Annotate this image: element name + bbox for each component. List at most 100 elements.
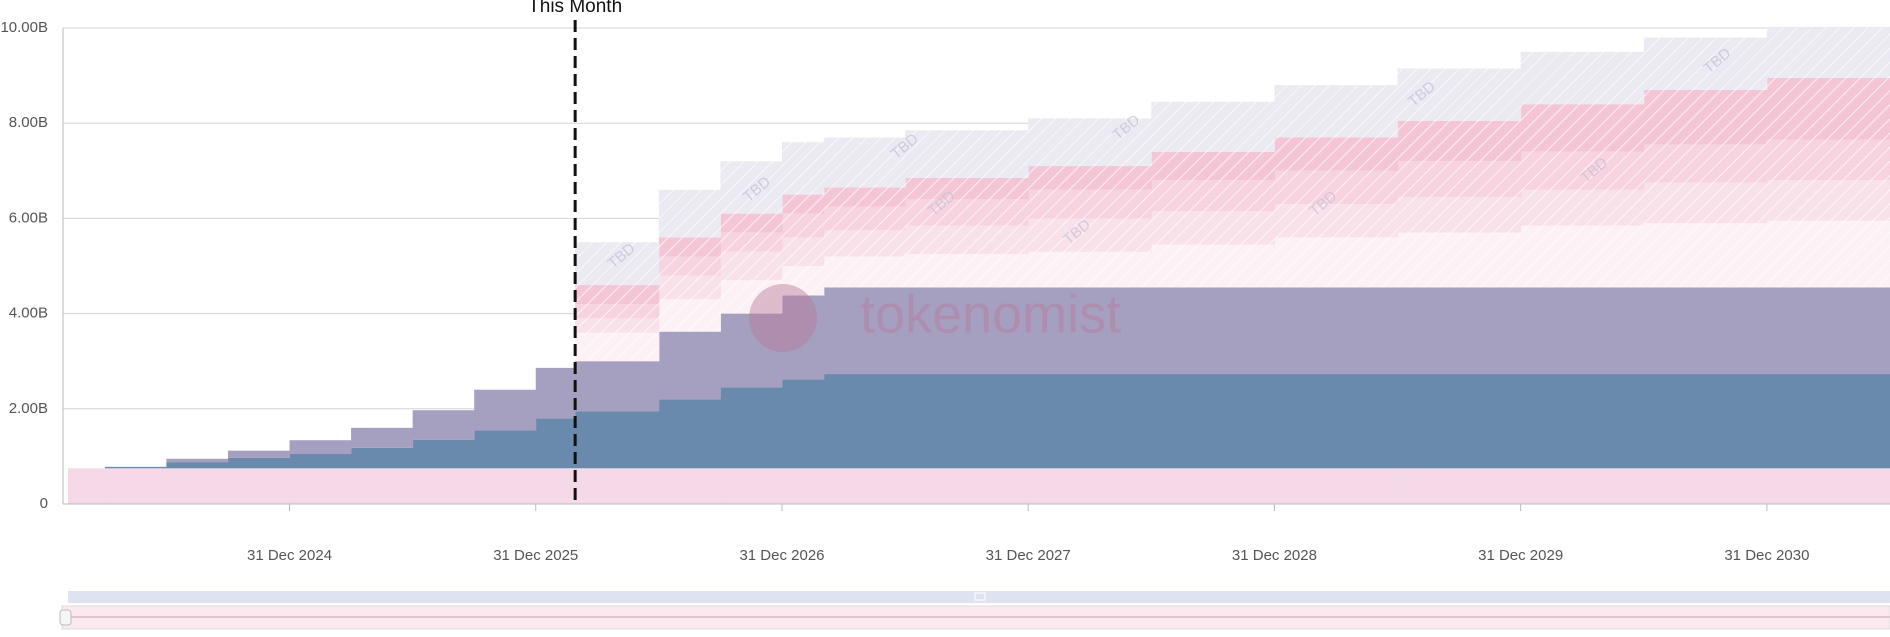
area-step [905, 225, 1029, 255]
area-step [720, 232, 783, 252]
watermark-logo [749, 284, 817, 352]
area-step [720, 313, 783, 388]
area-step [905, 468, 1029, 504]
area-step [1397, 287, 1522, 375]
area-step [1766, 468, 1890, 504]
area-step [227, 457, 291, 469]
area-step [720, 280, 783, 314]
area-step [781, 194, 825, 214]
area-step [1397, 161, 1522, 197]
area-step [227, 450, 291, 458]
area-step [1520, 104, 1645, 152]
area-step [351, 468, 414, 504]
area-step [351, 447, 414, 469]
x-tick-label: 31 Dec 2027 [986, 547, 1071, 564]
area-step [412, 468, 475, 504]
area-step [289, 468, 352, 504]
area-step [1766, 220, 1890, 288]
area-step [535, 468, 576, 504]
area-step [412, 439, 475, 469]
area-step [1643, 287, 1768, 375]
x-tick-label: 31 Dec 2026 [739, 547, 824, 564]
area-step [227, 468, 291, 504]
x-tick-label: 31 Dec 2024 [247, 547, 332, 564]
area-step [1151, 211, 1275, 245]
area-step [1766, 28, 1890, 78]
area-step [1274, 204, 1399, 238]
area-step [1643, 374, 1768, 469]
area-step [575, 468, 660, 504]
area-step [104, 468, 167, 504]
area-step [1274, 374, 1399, 469]
area-step [1397, 120, 1522, 162]
area-step [67, 468, 106, 504]
area-step [1520, 189, 1645, 226]
area-step [575, 332, 660, 362]
area-step [1274, 237, 1399, 288]
area-step [1274, 170, 1399, 205]
area-step [1520, 151, 1645, 190]
area-step [1028, 287, 1152, 375]
area-step [1274, 468, 1399, 504]
area-step [575, 318, 660, 333]
area-step [823, 374, 906, 469]
area-step [823, 287, 906, 375]
area-step [905, 374, 1029, 469]
area-step [905, 177, 1029, 200]
area-step [781, 266, 825, 296]
area-step [905, 130, 1029, 178]
navigator-handle[interactable] [59, 609, 72, 626]
area-step [1643, 144, 1768, 183]
area-step [781, 379, 825, 469]
area-step [781, 468, 825, 504]
x-tick-label: 31 Dec 2030 [1724, 547, 1809, 564]
area-step [1643, 37, 1768, 90]
area-step [1643, 223, 1768, 288]
navigator-track [68, 591, 1890, 603]
area-step [289, 454, 352, 469]
area-step [823, 137, 906, 188]
area-step [1397, 196, 1522, 233]
area-step [104, 466, 167, 469]
area-step [1766, 374, 1890, 469]
area-step [1028, 189, 1152, 219]
area-step [575, 304, 660, 319]
area-step [905, 199, 1029, 226]
area-step [1028, 218, 1152, 252]
area-step [1028, 251, 1152, 288]
x-tick-label: 31 Dec 2028 [1232, 547, 1317, 564]
area-step [1151, 151, 1275, 181]
y-tick-label: 10.00B [0, 19, 48, 36]
area-step [1397, 68, 1522, 121]
area-step [1397, 374, 1522, 469]
area-step [658, 399, 721, 469]
area-step [575, 285, 660, 305]
y-tick-label: 4.00B [9, 305, 48, 322]
area-step [474, 430, 537, 469]
navigator [59, 591, 1890, 630]
area-step [658, 331, 721, 400]
area-step [1643, 468, 1768, 504]
area-step [1274, 85, 1399, 138]
area-step [474, 389, 537, 431]
y-tick-label: 2.00B [9, 400, 48, 417]
area-step [1766, 139, 1890, 181]
area-step [823, 468, 906, 504]
area-step [1520, 468, 1645, 504]
area-step [412, 410, 475, 440]
watermark: tokenomist [860, 284, 1121, 344]
area-step [1520, 287, 1645, 375]
area-step [1397, 468, 1522, 504]
area-step [1397, 232, 1522, 288]
area-step [658, 237, 721, 257]
x-tick-label: 31 Dec 2029 [1478, 547, 1563, 564]
navigator-grip[interactable] [974, 592, 986, 601]
area-step [823, 256, 906, 288]
area-step [720, 161, 783, 214]
area-step [720, 213, 783, 233]
area-step [781, 237, 825, 266]
area-step [1028, 118, 1152, 167]
y-tick-label: 8.00B [9, 114, 48, 131]
area-step [1151, 244, 1275, 288]
